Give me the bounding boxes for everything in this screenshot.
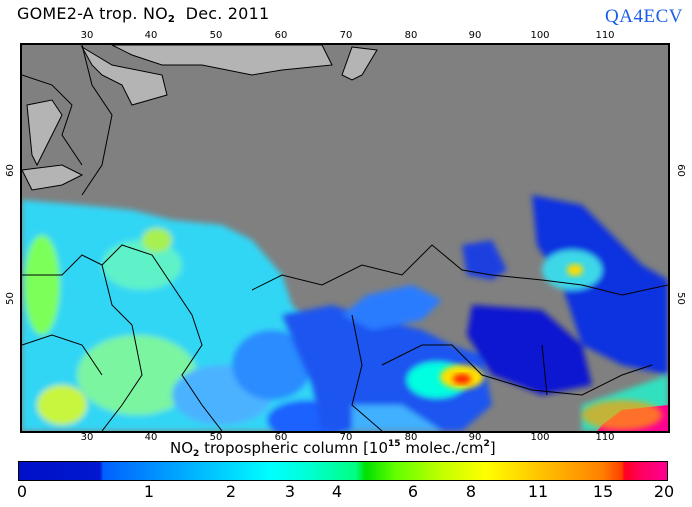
colorbar-label: 11	[527, 482, 549, 501]
colorbar-label: 15	[592, 482, 614, 501]
colorbar-label: 1	[143, 482, 155, 501]
top-tick: 90	[468, 30, 482, 41]
top-tick: 40	[144, 30, 158, 41]
top-tick: 70	[339, 30, 353, 41]
label-sub: 2	[193, 449, 200, 459]
title-subscript: 2	[167, 14, 176, 25]
bottom-tick: 40	[144, 432, 158, 443]
left-tick: 50	[4, 292, 16, 305]
top-tick: 50	[209, 30, 223, 41]
white-sea-icon	[80, 45, 168, 106]
bottom-tick: 60	[274, 432, 288, 443]
top-tick: 110	[595, 30, 615, 41]
hotspot-krasnoyarsk	[567, 264, 583, 276]
top-tick: 30	[80, 30, 94, 41]
bottom-tick: 80	[404, 432, 418, 443]
label-end: ]	[489, 439, 496, 457]
bottom-tick: 30	[80, 432, 94, 443]
gulf-finland-icon	[22, 164, 84, 191]
colorbar-label: 20	[653, 482, 675, 501]
colorbar	[18, 461, 668, 481]
colorbar-label: 0	[16, 482, 28, 501]
left-tick: 60	[4, 164, 16, 177]
colorbar-title: NO2 tropospheric column [1015 molec./cm2…	[170, 439, 496, 459]
title-date: Dec. 2011	[185, 4, 270, 23]
ob-gulf-icon	[341, 46, 378, 81]
label-mid: tropospheric column [10	[199, 439, 389, 457]
bottom-tick: 70	[339, 432, 353, 443]
bottom-tick: 100	[530, 432, 550, 443]
bottom-tick: 50	[209, 432, 223, 443]
colorbar-label: 3	[284, 482, 296, 501]
label-no: NO	[170, 439, 194, 457]
colorbar-label: 6	[407, 482, 419, 501]
hotspots	[440, 264, 668, 431]
top-tick: 60	[274, 30, 288, 41]
brand-logo: QA4ECV	[605, 6, 683, 27]
map-canvas	[22, 45, 668, 431]
top-tick: 80	[404, 30, 418, 41]
data-europe	[22, 200, 352, 431]
barents-sea-icon	[111, 45, 333, 76]
bottom-tick: 90	[468, 432, 482, 443]
top-tick: 100	[530, 30, 550, 41]
title-text: GOME2-A trop. NO	[17, 4, 168, 23]
bottom-tick: 110	[595, 432, 615, 443]
label-sup: 15	[388, 439, 401, 449]
country-borders	[22, 45, 668, 431]
label-unit: molec./cm	[400, 439, 484, 457]
no2-map	[20, 43, 670, 433]
label-sup2: 2	[483, 439, 490, 449]
map-title: GOME2-A trop. NO2 Dec. 2011	[17, 4, 269, 25]
gulf-bothnia-icon	[26, 99, 63, 167]
colorbar-label: 2	[225, 482, 237, 501]
water-bodies	[22, 45, 378, 191]
data-central-asia	[282, 195, 668, 431]
right-tick: 60	[674, 164, 686, 177]
right-tick: 50	[674, 292, 686, 305]
colorbar-label: 4	[331, 482, 343, 501]
colorbar-label: 8	[465, 482, 477, 501]
